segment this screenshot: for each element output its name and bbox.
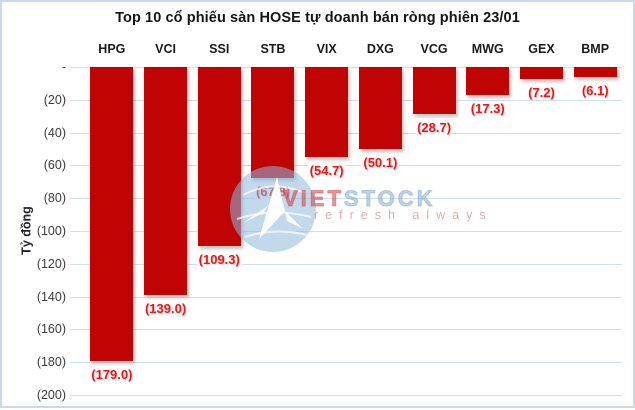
value-label-hpg: (179.0): [89, 366, 135, 382]
category-label-stb: STB: [260, 42, 286, 56]
bar-mwg: [466, 67, 510, 96]
category-label-dxg: DXG: [366, 42, 394, 56]
bar-vix: [305, 67, 349, 157]
bar-series: (179.0) (139.0) (109.3) (67.8) (54.7) (50.1) (…: [85, 67, 622, 395]
chart-title: Top 10 cổ phiếu sàn HOSE tự doanh bán rò…: [115, 10, 520, 26]
value-label-mwg: (17.3): [468, 101, 507, 117]
bar-stb: [251, 67, 295, 179]
bar-column-ssi: (109.3): [192, 67, 246, 395]
gridline: [70, 329, 622, 331]
gridline: [70, 362, 622, 364]
y-tick-label: (100): [36, 224, 66, 238]
bar-vcg: [412, 67, 456, 115]
y-tick-label: (140): [36, 289, 66, 304]
plot-area: (179.0) (139.0) (109.3) (67.8) (54.7) (50.1) (…: [70, 67, 622, 396]
bar-column-dxg: (50.1): [354, 67, 408, 395]
y-tick-label: (200): [36, 388, 66, 402]
category-label-gex: GEX: [528, 42, 555, 56]
bar-column-vci: (139.0): [139, 67, 193, 395]
value-label-vcg: (28.7): [415, 120, 454, 136]
bar-column-gex: (7.2): [515, 67, 569, 395]
bar-column-stb: (67.8): [246, 67, 300, 395]
gridline: [70, 395, 622, 396]
gridline: [70, 198, 622, 200]
category-label-bmp: BMP: [581, 42, 610, 56]
category-label-ssi: SSI: [209, 42, 230, 56]
bar-column-hpg: (179.0): [85, 67, 139, 395]
category-label-mwg: MWG: [471, 42, 504, 56]
bar-column-bmp: (6.1): [568, 67, 622, 395]
bar-bmp: [573, 67, 617, 77]
bar-gex: [519, 67, 563, 79]
gridline: [70, 296, 622, 298]
value-label-dxg: (50.1): [361, 155, 400, 171]
bar-column-vcg: (28.7): [407, 67, 461, 395]
y-tick-label: (20): [43, 92, 66, 107]
category-label-vix: VIX: [316, 42, 337, 56]
value-label-stb: (67.8): [253, 184, 292, 200]
y-tick-label: (180): [36, 355, 66, 370]
category-label-hpg: HPG: [98, 42, 126, 56]
gridline: [70, 263, 622, 265]
y-axis-ticks: - (20) (40) (60) (80) (100) (120) (140) (160) (18…: [2, 60, 66, 402]
category-label-vci: VCI: [155, 42, 176, 56]
gridline: [70, 231, 622, 232]
value-label-ssi: (109.3): [196, 252, 242, 268]
value-label-bmp: (6.1): [579, 83, 611, 98]
y-tick-label: (60): [43, 158, 66, 173]
bar-column-mwg: (17.3): [461, 67, 515, 395]
gridline: [70, 165, 622, 167]
bar-hpg: [90, 67, 134, 361]
y-tick-label: (80): [43, 191, 66, 206]
bar-vci: [144, 67, 188, 295]
value-label-gex: (7.2): [526, 84, 557, 100]
category-label-vcg: VCG: [420, 42, 448, 56]
bar-ssi: [197, 67, 241, 247]
value-label-vci: (139.0): [142, 301, 189, 316]
y-tick-label: (120): [36, 256, 66, 271]
bar-column-vix: (54.7): [300, 67, 354, 395]
y-tick-label: (40): [43, 125, 66, 140]
value-label-vix: (54.7): [307, 162, 346, 178]
y-tick-label: (160): [36, 322, 66, 337]
y-tick-label: -: [61, 60, 66, 74]
bar-dxg: [358, 67, 402, 150]
category-axis: HPG VCI SSI STB VIX DXG VCG MWG GEX BMP: [85, 42, 622, 58]
